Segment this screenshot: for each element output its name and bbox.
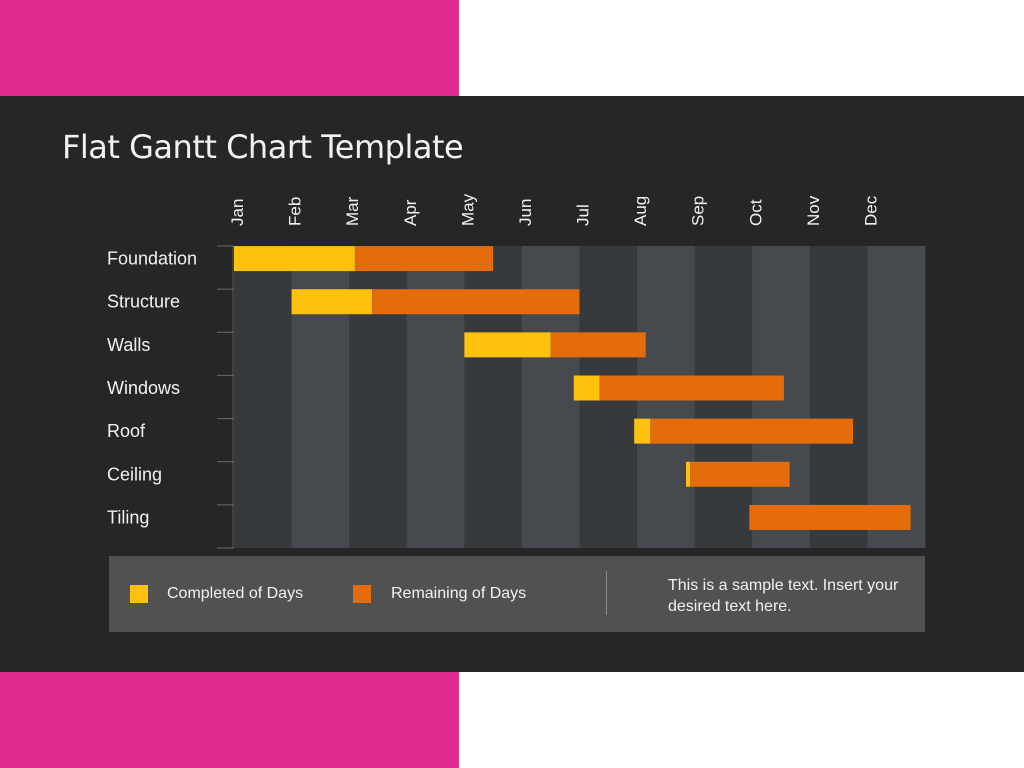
bar-remaining-ceiling xyxy=(690,461,790,487)
month-label-nov: Nov xyxy=(804,195,823,226)
task-label-roof: Roof xyxy=(107,421,146,441)
legend-note: This is a sample text. Insert your desir… xyxy=(668,577,899,615)
legend-completed-label: Completed of Days xyxy=(167,585,304,602)
task-label-structure: Structure xyxy=(107,292,180,312)
month-label-mar: Mar xyxy=(343,196,362,226)
task-label-walls: Walls xyxy=(107,335,150,355)
pink-accent-top xyxy=(0,0,459,96)
legend-remaining-label: Remaining of Days xyxy=(391,585,527,602)
bar-remaining-foundation xyxy=(354,246,494,272)
bar-completed-windows xyxy=(573,375,600,401)
bar-completed-walls xyxy=(464,332,551,358)
bar-remaining-structure xyxy=(372,289,580,315)
bar-completed-foundation xyxy=(234,246,355,272)
task-label-foundation: Foundation xyxy=(107,249,197,269)
month-band-jan xyxy=(234,246,293,548)
bar-completed-ceiling xyxy=(686,461,691,487)
task-label-windows: Windows xyxy=(107,378,180,398)
chart-title: Flat Gantt Chart Template xyxy=(62,128,464,166)
month-label-dec: Dec xyxy=(861,195,880,226)
month-band-nov xyxy=(809,246,868,548)
bar-remaining-windows xyxy=(599,375,784,401)
month-label-aug: Aug xyxy=(631,196,650,226)
bar-completed-roof xyxy=(634,418,651,444)
task-label-tiling: Tiling xyxy=(107,507,149,527)
legend-remaining-swatch xyxy=(353,585,371,603)
month-label-jul: Jul xyxy=(574,204,593,226)
month-label-jan: Jan xyxy=(228,199,247,226)
bar-completed-structure xyxy=(291,289,373,315)
month-band-dec xyxy=(867,246,926,548)
bar-remaining-tiling xyxy=(749,504,911,530)
month-label-jun: Jun xyxy=(516,199,535,226)
bar-remaining-roof xyxy=(650,418,854,444)
bar-remaining-walls xyxy=(550,332,646,358)
month-label-sep: Sep xyxy=(689,196,708,226)
legend-divider xyxy=(606,571,607,615)
legend-completed-swatch xyxy=(130,585,148,603)
pink-accent-bottom xyxy=(0,672,459,768)
task-label-ceiling: Ceiling xyxy=(107,464,162,484)
month-label-apr: Apr xyxy=(401,199,420,226)
month-label-may: May xyxy=(458,193,477,226)
month-label-oct: Oct xyxy=(746,199,765,226)
legend-panel: Completed of Days Remaining of Days This… xyxy=(109,556,925,632)
month-label-feb: Feb xyxy=(286,197,305,226)
